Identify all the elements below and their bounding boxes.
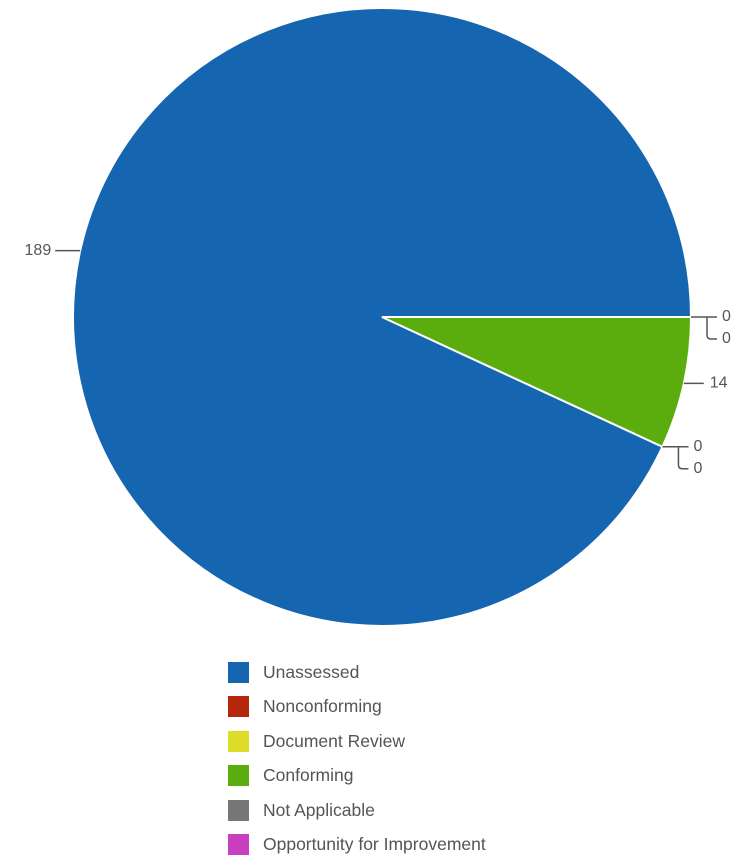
legend-item-nonconforming[interactable]: Nonconforming — [228, 690, 486, 725]
legend-swatch — [228, 731, 249, 752]
legend-item-unassessed[interactable]: Unassessed — [228, 655, 486, 690]
pie-plot-area: 189 14 0 0 0 0 — [0, 0, 745, 640]
legend-swatch — [228, 696, 249, 717]
data-label-leader-opportunity-for-improvement — [707, 317, 717, 339]
legend-swatch — [228, 662, 249, 683]
data-label-not-applicable: 0 — [722, 308, 731, 325]
data-label-conforming: 14 — [710, 375, 728, 392]
data-label-unassessed: 189 — [25, 242, 52, 259]
data-label-opportunity-for-improvement: 0 — [722, 330, 731, 347]
legend-swatch — [228, 765, 249, 786]
legend-item-not-applicable[interactable]: Not Applicable — [228, 793, 486, 828]
data-label-nonconforming: 0 — [693, 438, 702, 455]
legend-swatch — [228, 834, 249, 855]
data-label-leader-document-review — [678, 447, 688, 469]
legend-label: Not Applicable — [263, 800, 375, 821]
legend-item-conforming[interactable]: Conforming — [228, 759, 486, 794]
legend-label: Opportunity for Improvement — [263, 834, 486, 855]
legend-item-opportunity-for-improvement[interactable]: Opportunity for Improvement — [228, 828, 486, 862]
chart-legend: Unassessed Nonconforming Document Review… — [228, 655, 486, 862]
legend-swatch — [228, 800, 249, 821]
legend-label: Document Review — [263, 731, 405, 752]
legend-label: Unassessed — [263, 662, 359, 683]
legend-item-document-review[interactable]: Document Review — [228, 724, 486, 759]
data-label-document-review: 0 — [693, 460, 702, 477]
legend-label: Nonconforming — [263, 696, 382, 717]
legend-label: Conforming — [263, 765, 353, 786]
pie-slices — [73, 8, 691, 626]
